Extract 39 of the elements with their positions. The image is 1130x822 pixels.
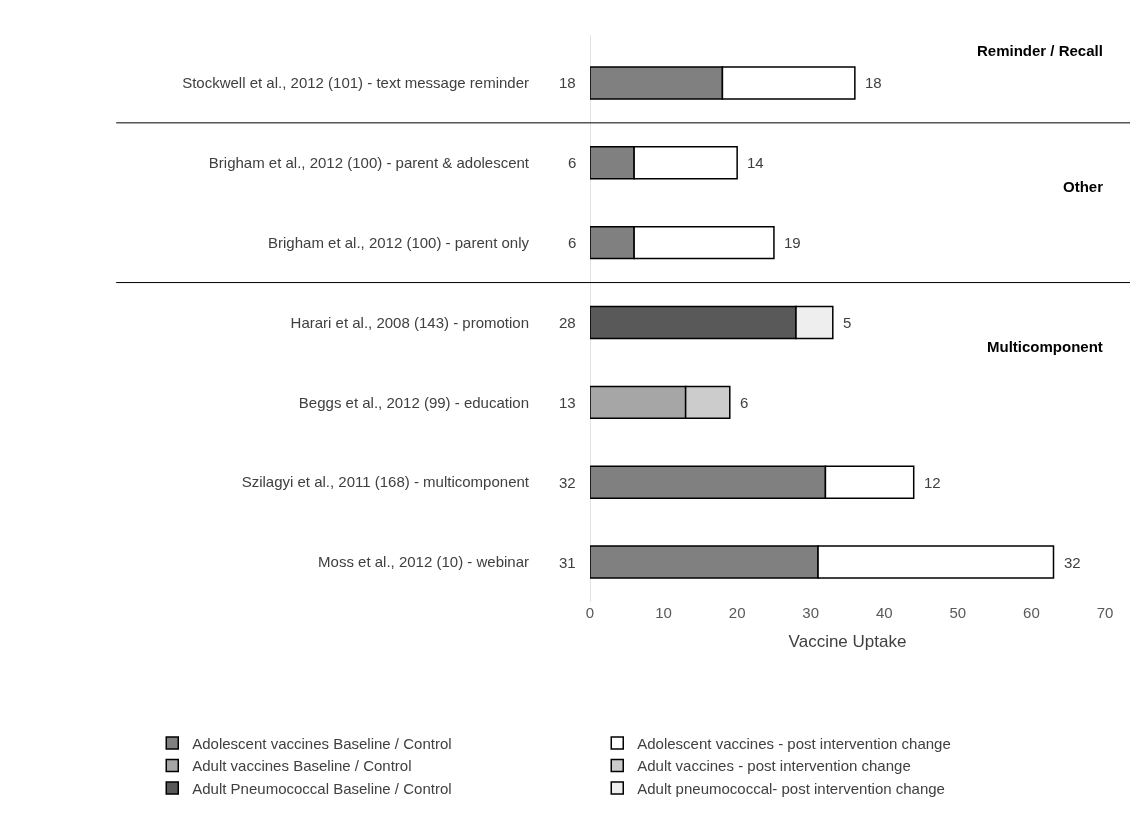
data-label: 5: [843, 314, 852, 331]
y-tick-label: Brigham et al., 2012 (100) - parent only: [268, 233, 530, 251]
data-label: 32: [1064, 554, 1081, 571]
y-tick-label: Szilagyi et al., 2011 (168) - multicomponent: [241, 473, 530, 491]
y-tick-label: Moss et al., 2012 (10) - webinar: [318, 553, 529, 571]
data-label: 32: [559, 474, 576, 491]
legend-label: Adolescent vaccines Baseline / Control: [192, 734, 452, 752]
annotation: Multicomponent: [987, 338, 1103, 355]
data-label: 31: [559, 554, 576, 571]
legend-label: Adolescent vaccines - post intervention change: [637, 734, 951, 752]
x-tick-label: 10: [655, 604, 672, 621]
data-label: 14: [747, 154, 764, 171]
data-label: 19: [784, 234, 801, 251]
data-label: 13: [559, 394, 576, 411]
legend-label: Adult pneumococcal- post intervention change: [637, 779, 945, 797]
x-tick-label: 0: [585, 604, 595, 621]
data-label: 6: [568, 154, 577, 171]
x-tick-label: 60: [1023, 604, 1040, 621]
data-label: 18: [865, 74, 882, 91]
y-tick-label: Beggs et al., 2012 (99) - education: [298, 393, 529, 411]
data-label: 6: [740, 394, 749, 411]
x-tick-label: 50: [949, 604, 967, 621]
data-label: 18: [559, 74, 576, 91]
x-axis-title: Vaccine Uptake: [788, 632, 907, 652]
annotation: Reminder / Recall: [977, 42, 1103, 59]
annotation: Other: [1063, 178, 1104, 195]
legend-label: Adult vaccines - post intervention change: [637, 757, 911, 775]
data-label: 28: [559, 314, 576, 331]
y-tick-label: Harari et al., 2008 (143) - promotion: [290, 313, 529, 331]
y-tick-label: Brigham et al., 2012 (100) - parent & adolescent: [208, 154, 530, 172]
data-label: 6: [568, 234, 577, 251]
x-tick-label: 70: [1096, 604, 1114, 621]
legend-label: Adult vaccines Baseline / Control: [192, 757, 412, 775]
data-label: 12: [924, 474, 941, 491]
x-tick-label: 30: [802, 604, 820, 621]
y-tick-label: Stockwell et al., 2012 (101) - text message reminder: [182, 74, 529, 92]
x-tick-label: 40: [875, 604, 893, 621]
legend-label: Adult Pneumococcal Baseline / Control: [192, 779, 452, 797]
x-tick-label: 20: [728, 604, 746, 621]
